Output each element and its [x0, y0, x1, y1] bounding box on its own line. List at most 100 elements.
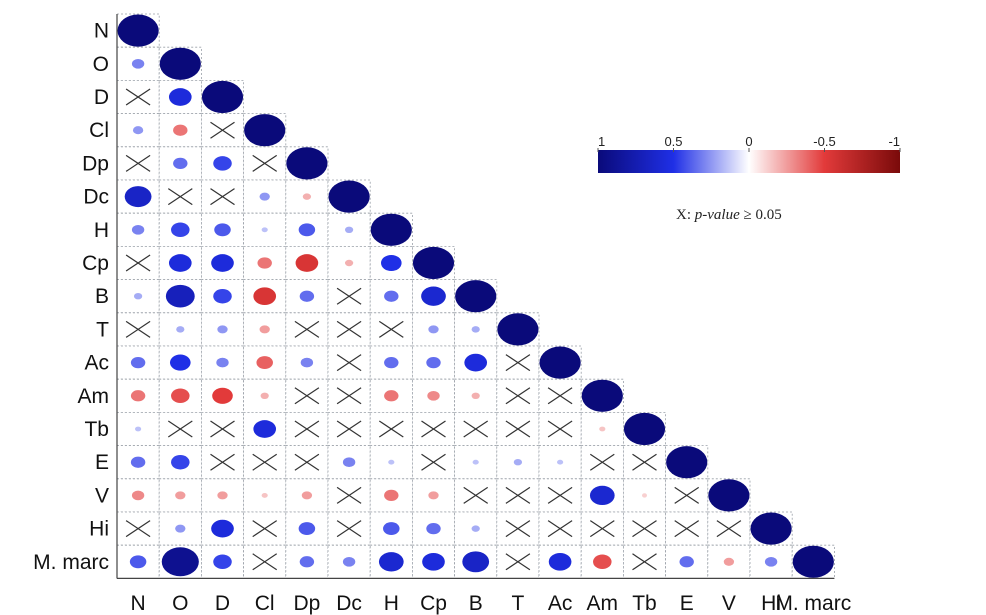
correlation-ellipse: [497, 313, 539, 346]
correlation-ellipse: [426, 522, 441, 535]
cell-B-Dp: [285, 279, 329, 314]
cell-Am-Dp: [285, 378, 329, 413]
cell-Am-Ac: [538, 378, 582, 413]
insignificant-mark: [505, 520, 531, 538]
correlation-ellipse: [764, 556, 778, 567]
correlation-ellipse: [261, 227, 268, 233]
cell-Tb-B: [454, 411, 498, 446]
cell-H-H: [369, 212, 413, 247]
y-tick-label: Dp: [82, 152, 109, 175]
cell-Cp-H: [369, 245, 413, 280]
cell-Hi-N: [116, 511, 160, 546]
correlation-ellipse: [301, 491, 313, 500]
cell-Hi-Ac: [538, 511, 582, 546]
correlation-ellipse: [261, 492, 268, 498]
cell-Hi-Am: [580, 511, 624, 546]
cell-O-N: [116, 46, 160, 81]
correlation-ellipse: [130, 390, 146, 402]
cell-Ac-B: [454, 345, 498, 380]
insignificant-mark: [125, 320, 151, 338]
cell-Am-O: [158, 378, 202, 413]
correlation-ellipse: [344, 226, 354, 234]
correlation-ellipse: [212, 387, 233, 404]
cell-Dc-N: [116, 179, 160, 214]
correlation-ellipse: [384, 356, 399, 369]
y-tick-label: H: [94, 219, 109, 242]
cell-Tb-H: [369, 411, 413, 446]
cell-V-O: [158, 478, 202, 513]
cell-M. marc-Tb: [623, 544, 667, 579]
correlation-ellipse: [214, 223, 231, 237]
correlation-ellipse: [471, 326, 480, 333]
correlation-ellipse: [679, 556, 694, 568]
insignificant-mark: [336, 354, 362, 372]
correlation-ellipse: [557, 459, 564, 465]
cell-B-H: [369, 279, 413, 314]
insignificant-mark: [336, 287, 362, 305]
cell-Tb-Ac: [538, 411, 582, 446]
cell-B-Cl: [243, 279, 287, 314]
insignificant-mark: [421, 420, 446, 438]
cell-T-H: [369, 312, 413, 347]
insignificant-mark: [674, 520, 700, 538]
y-tick-label: Hi: [89, 518, 109, 541]
cell-E-Am: [580, 445, 624, 480]
cell-Tb-T: [496, 411, 540, 446]
cell-Tb-Tb: [623, 411, 667, 446]
cell-M. marc-O: [158, 544, 202, 579]
correlation-ellipse: [384, 290, 399, 302]
cell-M. marc-M. marc: [791, 544, 835, 579]
correlation-ellipse: [623, 412, 666, 446]
cell-Ac-D: [200, 345, 244, 380]
cell-Hi-Dp: [285, 511, 329, 546]
cell-M. marc-Cp: [411, 544, 455, 579]
colorbar-tick-label: 0.5: [664, 134, 682, 149]
cell-Dc-Cl: [243, 179, 287, 214]
cell-Tb-Dp: [285, 411, 329, 446]
pvalue-note-italic: p-value: [694, 207, 740, 223]
x-tick-label: Hi: [761, 592, 781, 615]
cell-T-B: [454, 312, 498, 347]
cell-E-Dc: [327, 445, 371, 480]
correlation-ellipse: [129, 555, 147, 569]
correlation-ellipse: [383, 522, 400, 536]
correlation-ellipse: [217, 325, 228, 334]
correlation-ellipse: [471, 525, 480, 532]
insignificant-mark: [294, 320, 320, 338]
cell-Tb-D: [200, 411, 244, 446]
cell-Dc-Dp: [285, 179, 329, 214]
colorbar-tick-label: -1: [888, 134, 900, 149]
cell-Am-H: [369, 378, 413, 413]
colorbar-tick-label: 0: [745, 134, 752, 149]
insignificant-mark: [589, 453, 615, 471]
cell-V-B: [454, 478, 498, 513]
correlation-ellipse: [168, 88, 192, 106]
cell-Dp-D: [200, 146, 244, 181]
insignificant-mark: [125, 88, 151, 106]
cell-B-D: [200, 279, 244, 314]
x-tick-label: E: [680, 592, 694, 615]
x-tick-label: Tb: [632, 592, 657, 615]
correlation-ellipse: [213, 288, 232, 304]
correlation-ellipse: [427, 390, 440, 401]
y-tick-label: T: [96, 318, 109, 341]
insignificant-mark: [463, 420, 489, 438]
color-legend: 1 0.5 0 -0.5 -1 X: p-value ≥ 0.05: [597, 134, 901, 223]
cell-E-Dp: [285, 445, 329, 480]
correlation-ellipse: [462, 551, 490, 573]
cell-V-H: [369, 478, 413, 513]
correlation-ellipse: [173, 124, 188, 136]
correlation-ellipse: [256, 356, 273, 370]
cell-frame: [411, 312, 455, 347]
insignificant-mark: [336, 520, 362, 538]
insignificant-mark: [505, 486, 531, 504]
x-tick-label: Dc: [336, 592, 362, 615]
cell-Ac-Cp: [411, 345, 455, 380]
cell-E-T: [496, 445, 540, 480]
insignificant-mark: [210, 453, 235, 471]
y-tick-label: O: [93, 53, 109, 76]
correlation-ellipse: [472, 459, 479, 465]
correlation-ellipse: [342, 556, 356, 567]
correlation-ellipse: [286, 147, 328, 180]
